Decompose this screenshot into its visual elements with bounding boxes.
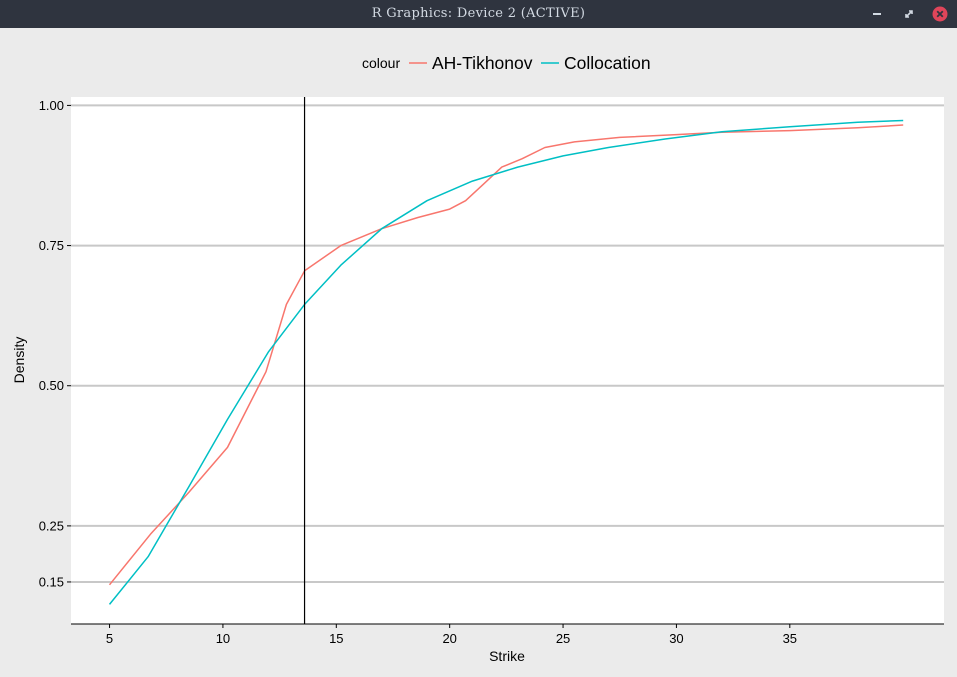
x-tick-label: 5: [106, 631, 113, 646]
gridlines: [71, 104, 944, 583]
series-layer: [108, 119, 904, 605]
x-tick-label: 35: [783, 631, 797, 646]
y-axis: 0.15 0.25 0.50 0.75 1.00: [39, 98, 71, 589]
x-tick-label: 20: [442, 631, 456, 646]
maximize-icon[interactable]: [901, 6, 917, 22]
window-title: R Graphics: Device 2 (ACTIVE): [371, 6, 586, 21]
x-tick-label: 25: [556, 631, 570, 646]
legend-label-ah-tikhonov: AH-Tikhonov: [432, 53, 533, 73]
y-axis-title: Density: [11, 337, 27, 384]
close-icon[interactable]: [932, 6, 948, 22]
series-line-collocation: [108, 119, 904, 605]
minimize-icon[interactable]: [869, 6, 885, 22]
x-axis: 5 10 15 20 25 30 35: [106, 624, 797, 646]
y-tick-label: 0.15: [39, 574, 64, 589]
density-chart: colour AH-Tikhonov Collocation 0.150.250…: [11, 53, 944, 664]
plot-area: colour AH-Tikhonov Collocation 0.15 0.25 0…: [0, 28, 957, 677]
x-tick-label: 10: [216, 631, 230, 646]
legend-title: colour: [362, 55, 400, 71]
y-tick-label: 1.00: [39, 98, 64, 113]
y-tick-label: 0.50: [39, 378, 64, 393]
legend-label-collocation: Collocation: [564, 53, 651, 73]
series-line-ah-tikhonov: [108, 124, 904, 586]
x-axis-title: Strike: [489, 648, 525, 664]
y-tick-label: 0.75: [39, 238, 64, 253]
x-tick-label: 30: [669, 631, 683, 646]
panel-background: [71, 97, 944, 624]
window-titlebar: R Graphics: Device 2 (ACTIVE): [0, 0, 957, 28]
legend: colour AH-Tikhonov Collocation: [362, 53, 651, 73]
y-tick-label: 0.25: [39, 518, 64, 533]
x-tick-label: 15: [329, 631, 343, 646]
